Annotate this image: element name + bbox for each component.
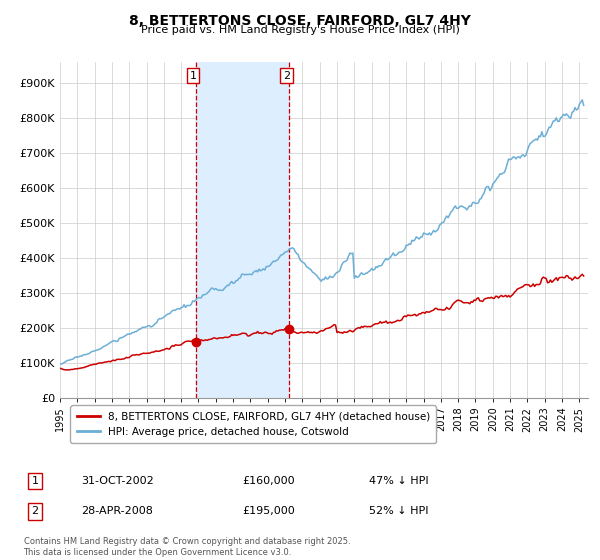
Bar (196, 62, 289, 398)
Text: £195,000: £195,000 (242, 506, 295, 516)
Text: 2: 2 (31, 506, 38, 516)
Text: 1: 1 (190, 71, 197, 81)
Text: 8, BETTERTONS CLOSE, FAIRFORD, GL7 4HY: 8, BETTERTONS CLOSE, FAIRFORD, GL7 4HY (129, 14, 471, 28)
Text: 2: 2 (283, 71, 290, 81)
Text: 52% ↓ HPI: 52% ↓ HPI (369, 506, 428, 516)
Text: Contains HM Land Registry data © Crown copyright and database right 2025.
This d: Contains HM Land Registry data © Crown c… (23, 538, 350, 557)
Text: £160,000: £160,000 (242, 476, 295, 486)
Legend: 8, BETTERTONS CLOSE, FAIRFORD, GL7 4HY (detached house), HPI: Average price, det: 8, BETTERTONS CLOSE, FAIRFORD, GL7 4HY (… (70, 405, 436, 443)
Text: 47% ↓ HPI: 47% ↓ HPI (369, 476, 429, 486)
Text: 28-APR-2008: 28-APR-2008 (81, 506, 153, 516)
Text: 31-OCT-2002: 31-OCT-2002 (81, 476, 154, 486)
Text: Price paid vs. HM Land Registry's House Price Index (HPI): Price paid vs. HM Land Registry's House … (140, 25, 460, 35)
Text: 1: 1 (32, 476, 38, 486)
